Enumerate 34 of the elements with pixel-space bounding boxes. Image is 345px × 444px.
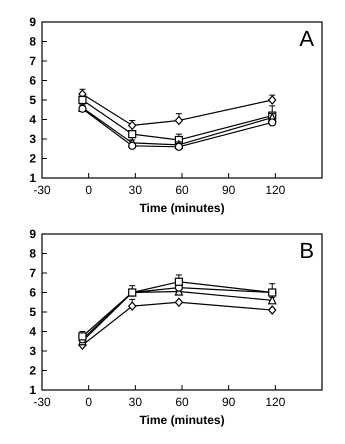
x-tick-label: 60 (175, 395, 189, 409)
y-tick-label: 8 (29, 246, 36, 261)
y-tick-label: 9 (29, 15, 36, 30)
x-axis-title: Time (minutes) (139, 413, 225, 427)
y-tick-label: 3 (29, 344, 36, 358)
y-tick-label: 1 (29, 383, 36, 398)
x-tick-label: 90 (222, 183, 236, 197)
y-tick-label: 8 (29, 34, 36, 49)
x-tick-label: -30 (33, 395, 51, 409)
x-tick-label: 30 (128, 395, 142, 409)
y-tick-label: 2 (29, 364, 36, 378)
y-tick-label: 3 (29, 132, 36, 146)
y-tick-label: 5 (29, 305, 36, 320)
x-tick-label: 0 (85, 183, 92, 197)
y-tick-label: 4 (29, 112, 36, 127)
y-tick-label: 9 (29, 227, 36, 242)
y-tick-label: 6 (29, 286, 36, 300)
x-tick-label: 120 (265, 395, 286, 409)
y-tick-label: 6 (29, 74, 36, 88)
x-tick-label: 30 (128, 183, 142, 197)
x-axis-title: Time (minutes) (139, 201, 225, 215)
x-tick-label: 60 (175, 183, 189, 197)
annotation: A (299, 26, 314, 51)
y-tick-label: 7 (29, 266, 36, 280)
x-tick-label: 90 (222, 395, 236, 409)
x-tick-label: 120 (265, 183, 286, 197)
y-tick-label: 7 (29, 54, 36, 68)
x-tick-label: -30 (33, 183, 51, 197)
y-tick-label: 4 (29, 324, 36, 339)
annotation: B (299, 238, 314, 263)
y-tick-label: 5 (29, 93, 36, 108)
y-tick-label: 2 (29, 152, 36, 166)
x-tick-label: 0 (85, 395, 92, 409)
y-tick-label: 1 (29, 171, 36, 186)
